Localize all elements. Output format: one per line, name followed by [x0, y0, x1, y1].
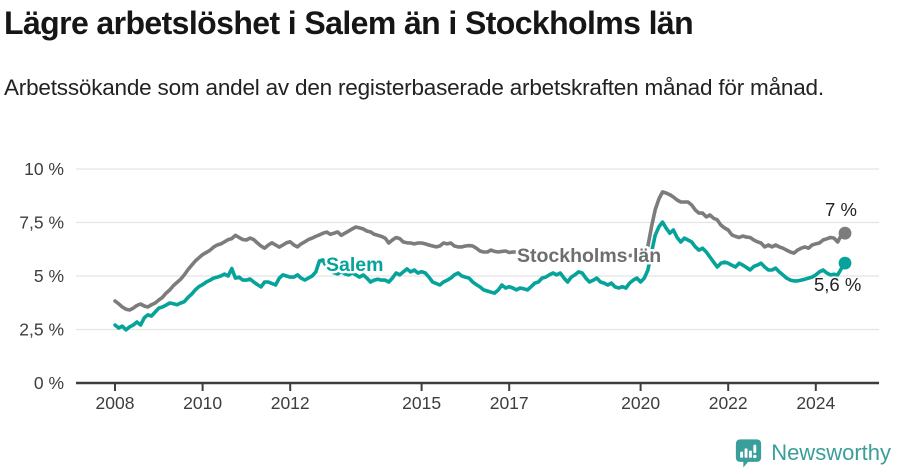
svg-text:2,5 %: 2,5 %	[19, 320, 64, 340]
svg-text:2022: 2022	[709, 393, 748, 413]
y-axis-labels: 0 % 2,5 % 5 % 7,5 % 10 %	[19, 159, 64, 393]
svg-text:2015: 2015	[402, 393, 441, 413]
y-gridlines	[76, 168, 879, 331]
chart-title: Lägre arbetslöshet i Salem än i Stockhol…	[4, 5, 694, 41]
x-axis	[76, 381, 879, 391]
svg-text:5 %: 5 %	[34, 266, 64, 286]
salem-end-value-label: 5,6 %	[814, 274, 861, 295]
series-lines	[113, 190, 847, 332]
stockholm-end-value-label: 7 %	[825, 199, 857, 220]
series-end-markers: 7 % 5,6 %	[814, 199, 861, 295]
svg-text:2010: 2010	[183, 393, 222, 413]
salem-series-label: Salem	[326, 254, 383, 276]
salem-line	[113, 220, 847, 332]
svg-text:2020: 2020	[621, 393, 660, 413]
svg-text:0 %: 0 %	[34, 373, 64, 393]
newsworthy-brand-link[interactable]: Newsworthy	[734, 437, 891, 469]
svg-text:2024: 2024	[796, 393, 835, 413]
stockholm-line	[113, 190, 847, 312]
svg-text:2012: 2012	[271, 393, 310, 413]
salem-end-dot	[838, 256, 852, 270]
svg-text:2017: 2017	[490, 393, 529, 413]
svg-text:2008: 2008	[96, 393, 135, 413]
stockholm-series-label: Stockholms län	[517, 245, 661, 267]
svg-text:7,5 %: 7,5 %	[19, 213, 64, 233]
series-labels: Stockholms län Salem	[324, 243, 664, 279]
svg-text:10 %: 10 %	[24, 159, 64, 179]
newsworthy-logo-icon	[736, 439, 762, 468]
newsworthy-brand-name: Newsworthy	[771, 440, 891, 465]
chart-subtitle: Arbetssökande som andel av den registerb…	[4, 75, 824, 100]
x-axis-labels: 2008 2010 2012 2015 2017 2020 2022 2024	[96, 393, 836, 413]
stockholm-end-dot	[838, 226, 852, 240]
